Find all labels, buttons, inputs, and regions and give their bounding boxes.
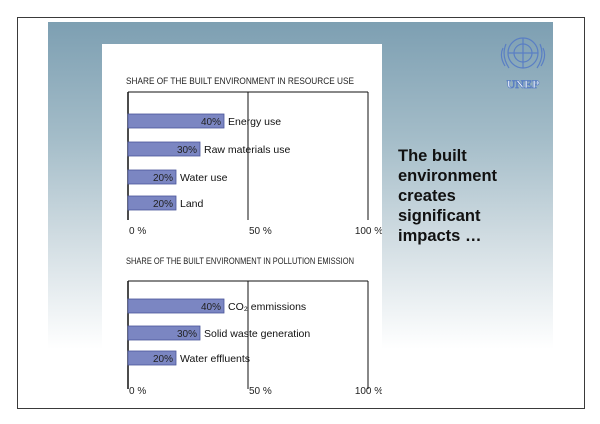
bar-value-label: 20% bbox=[153, 173, 173, 184]
slide-frame: SHARE OF THE BUILT ENVIRONMENT IN RESOUR… bbox=[17, 17, 585, 409]
bar-2-1 bbox=[127, 298, 225, 314]
bar-value-label: 20% bbox=[153, 354, 173, 365]
bar-1-3 bbox=[127, 169, 177, 185]
category-label: Energy use bbox=[228, 116, 281, 128]
tick-label: 100 % bbox=[355, 226, 382, 237]
bar-value-label: 20% bbox=[153, 199, 173, 210]
category-label: CO₂ emmissions bbox=[228, 301, 306, 313]
bar-2-2 bbox=[127, 325, 201, 341]
tick-label: 50 % bbox=[249, 226, 272, 237]
chart-title-2: SHARE OF THE BUILT ENVIRONMENT IN POLLUT… bbox=[126, 256, 354, 267]
slide-headline: The built environment creates significan… bbox=[398, 147, 498, 245]
tick-label: 0 % bbox=[129, 386, 146, 397]
logo-text: UNEP bbox=[507, 77, 540, 91]
bar-1-1 bbox=[127, 113, 225, 129]
tick-label: 50 % bbox=[249, 386, 272, 397]
category-label: Water use bbox=[180, 172, 228, 184]
category-label: Land bbox=[180, 198, 204, 210]
bar-value-label: 30% bbox=[177, 329, 197, 340]
bar-2-3 bbox=[127, 350, 177, 366]
category-label: Solid waste generation bbox=[204, 328, 310, 340]
category-label: Raw materials use bbox=[204, 144, 291, 156]
category-label: Water effluents bbox=[180, 353, 250, 365]
tick-label: 100 % bbox=[355, 386, 382, 397]
bar-value-label: 30% bbox=[177, 145, 197, 156]
tick-label: 0 % bbox=[129, 226, 146, 237]
unep-logo: UNEP bbox=[500, 37, 546, 91]
un-emblem-icon bbox=[500, 37, 546, 69]
chart-panel: SHARE OF THE BUILT ENVIRONMENT IN RESOUR… bbox=[102, 44, 383, 408]
chart-title-1: SHARE OF THE BUILT ENVIRONMENT IN RESOUR… bbox=[126, 76, 354, 87]
bar-1-2 bbox=[127, 141, 201, 157]
bar-1-4 bbox=[127, 195, 177, 211]
charts-svg: SHARE OF THE BUILT ENVIRONMENT IN RESOUR… bbox=[126, 76, 383, 397]
bar-value-label: 40% bbox=[201, 302, 221, 313]
bar-value-label: 40% bbox=[201, 117, 221, 128]
